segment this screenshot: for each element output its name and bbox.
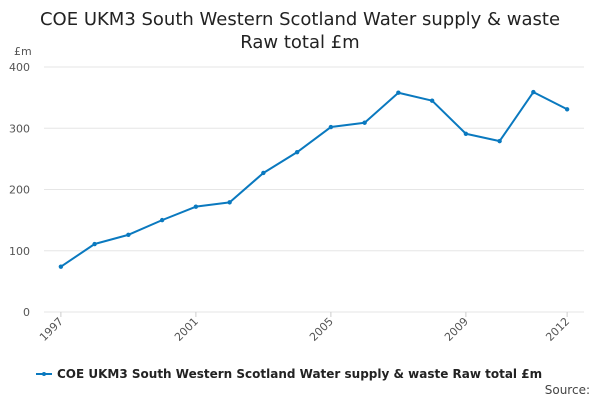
chart-title-line-1: COE UKM3 South Western Scotland Water su…: [39, 9, 561, 30]
data-point[interactable]: [193, 204, 199, 209]
data-point[interactable]: [497, 138, 502, 144]
y-tick-label: 300: [9, 122, 30, 135]
x-tick-label: 1997: [37, 315, 66, 344]
chart-title-line-2: Raw total £m: [240, 32, 360, 53]
x-tick-label: 2009: [442, 315, 471, 344]
data-point[interactable]: [463, 131, 469, 136]
legend-label: COE UKM3 South Western Scotland Water su…: [57, 367, 543, 381]
data-point[interactable]: [362, 120, 367, 125]
x-tick-label: 2005: [307, 315, 336, 344]
chart-title: COE UKM3 South Western Scotland Water su…: [0, 8, 600, 54]
data-point[interactable]: [227, 200, 232, 205]
x-axis: 1997 2001 2005 2009 2012: [37, 312, 572, 344]
y-axis-ticks: 0 100 200 300 400: [9, 61, 30, 319]
source-label: Source:: [544, 383, 590, 397]
x-tick-label: 2012: [543, 315, 572, 344]
data-point[interactable]: [159, 217, 165, 223]
series-layer: [58, 89, 570, 269]
y-axis-label: £m: [14, 45, 32, 58]
data-point[interactable]: [396, 90, 401, 95]
data-point[interactable]: [294, 149, 300, 155]
y-tick-label: 100: [9, 245, 30, 258]
data-point[interactable]: [564, 107, 570, 112]
data-point[interactable]: [92, 241, 97, 247]
gridlines: [44, 66, 584, 313]
data-point[interactable]: [328, 124, 334, 130]
series-line: [60, 91, 568, 268]
legend-swatch-icon: [36, 368, 52, 380]
data-point[interactable]: [126, 232, 131, 238]
data-point[interactable]: [58, 264, 64, 269]
y-tick-label: 200: [9, 184, 30, 197]
data-point[interactable]: [531, 89, 536, 95]
y-tick-label: 0: [23, 306, 30, 319]
data-point[interactable]: [429, 98, 435, 103]
data-point[interactable]: [261, 170, 266, 176]
legend[interactable]: COE UKM3 South Western Scotland Water su…: [36, 367, 542, 381]
x-tick-label: 2001: [172, 315, 201, 344]
y-tick-label: 400: [9, 61, 30, 74]
